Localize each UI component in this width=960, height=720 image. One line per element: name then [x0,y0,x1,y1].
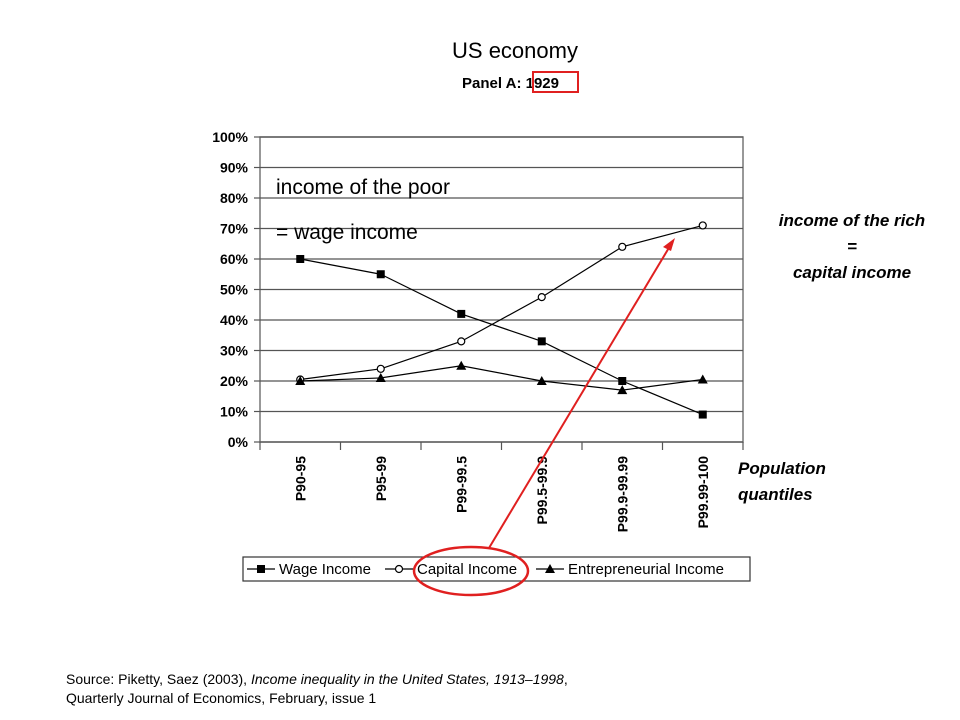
data-point-square [698,410,707,419]
data-point-triangle [375,372,386,382]
data-point-square [537,337,546,346]
data-point-circle [537,293,546,302]
annotation-poor-line2: = wage income [276,221,418,244]
legend-highlight-ellipse [412,545,530,597]
data-point-triangle [536,376,547,385]
x-tick-label: P95-99 [373,456,389,501]
x-tick-label: P99.9-99.99 [614,456,630,532]
y-tick-label: 80% [220,190,249,206]
data-point-square [376,270,385,279]
data-point-triangle [617,385,628,395]
data-point-triangle [697,374,708,384]
source-citation: Source: Piketty, Saez (2003), Income ine… [66,670,568,708]
annotation-arrow-line [488,245,671,549]
y-tick-label: 100% [212,129,248,145]
x-tick-labels: P90-95 P95-99 P99-99.5 P99.5-99.9 P99.9-99.9… [259,442,744,532]
data-point-triangle [295,376,306,385]
legend-box [242,556,751,582]
series-line [300,365,703,391]
y-tick-label: 0% [228,434,249,450]
y-tick-labels: 0% 10% 20% 30% 40% 50% 60% 70% 80% 90% 100% [212,129,248,450]
y-tick-label: 10% [220,404,249,420]
y-tick-label: 50% [220,282,249,298]
annotation-rich: income of the rich = capital income [752,208,952,286]
series-line [300,258,703,416]
data-point-circle [376,364,385,373]
series-line [300,224,703,381]
y-tick-label: 60% [220,251,249,267]
annotation-rich-line3: capital income [792,263,912,282]
source-prefix: Source: Piketty, Saez (2003), [66,671,251,687]
legend-item-label: Wage Income [279,561,371,578]
legend-item-label: Capital Income [417,561,517,578]
data-point-triangle [545,564,555,573]
y-tick-label: 30% [220,343,249,359]
data-point-square [257,565,265,573]
y-tick-label: 70% [220,221,249,237]
data-point-circle [457,337,466,346]
data-point-circle [618,242,627,251]
x-tick-label: P99.5-99.9 [534,456,550,525]
panel-year-highlight-box [532,71,579,93]
series-wage-income [296,255,707,419]
data-point-circle [698,221,707,230]
series-entrepreneurial-income [295,360,708,395]
source-suffix: , [563,671,568,687]
legend-item-label: Entrepreneurial Income [568,561,724,578]
slide-title: US economy [452,38,578,63]
panel-title: Panel A: 1929 [462,75,559,92]
population-label-line1: Population [738,459,826,478]
y-tick-label: 20% [220,373,249,389]
x-tick-label: P99-99.5 [453,456,469,513]
chart-legend: Wage Income Capital Income Entrepreneurial… [242,556,751,582]
series-layer [295,221,708,419]
annotation-rich-line1: income of the rich [778,211,926,230]
population-quantiles-label: Population quantiles [738,456,826,508]
annotation-arrow-head [663,238,675,251]
data-point-square [618,377,627,385]
x-tick-label: P99.99-100 [695,456,711,529]
y-tick-label: 40% [220,312,249,328]
data-point-square [296,255,305,263]
annotation-poor-line1: income of the poor [276,176,450,199]
data-point-circle [394,564,404,574]
data-point-triangle [456,360,467,370]
y-tick-label: 90% [220,160,249,176]
population-label-line2: quantiles [738,485,813,504]
x-tick-label: P90-95 [292,456,308,501]
annotation-rich-line2: = [847,237,857,256]
data-point-square [457,309,466,318]
source-line2: Quarterly Journal of Economics, February… [66,690,377,706]
source-paper-title: Income inequality in the United States, … [250,671,564,687]
